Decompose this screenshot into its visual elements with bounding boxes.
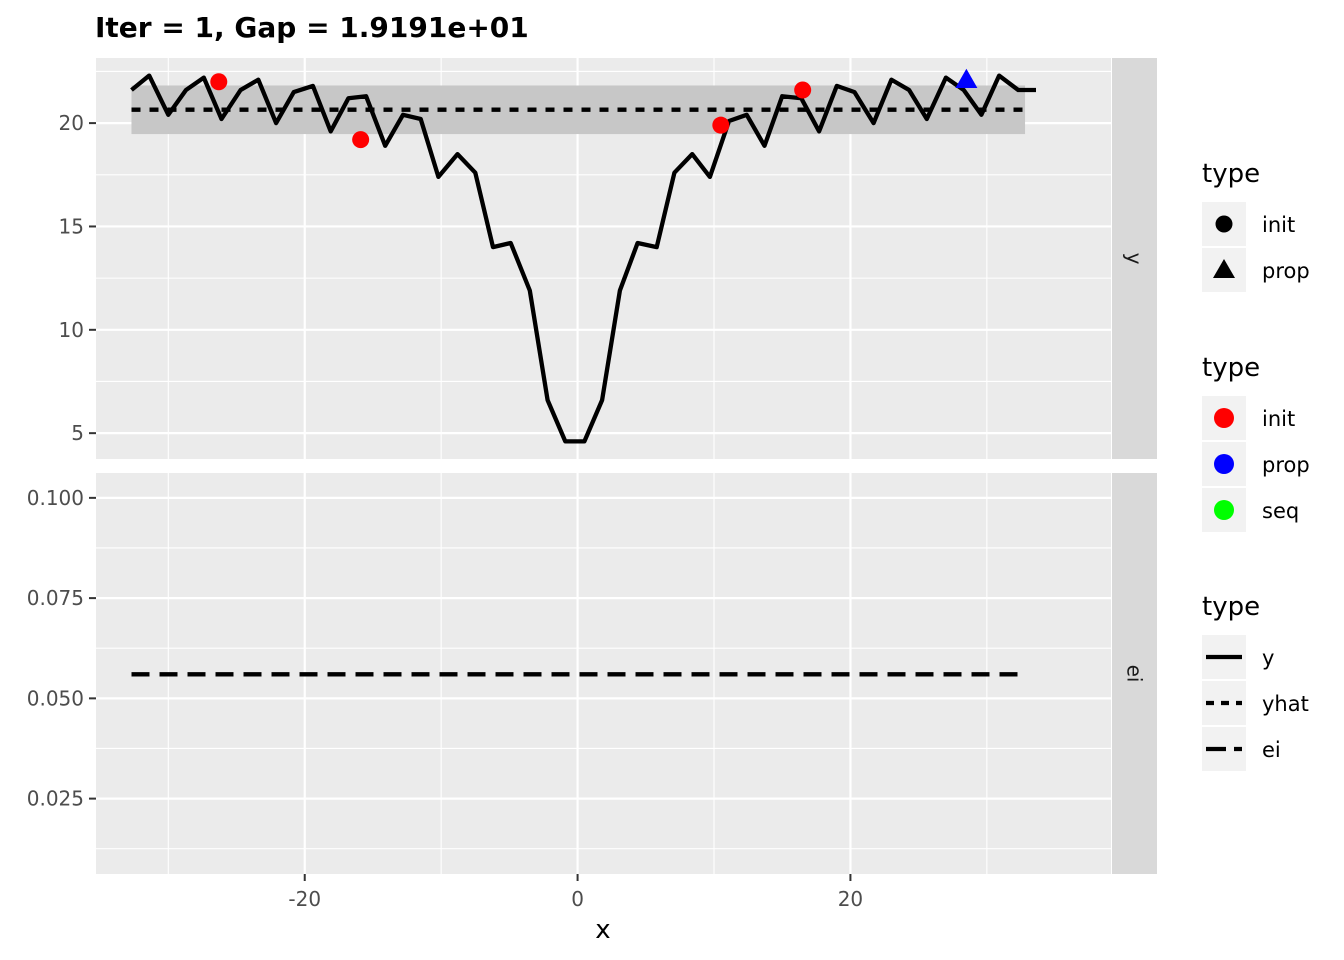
legend-title: type [1202,592,1260,622]
legend-color-symbol [1214,454,1234,474]
facet-strip [1112,58,1157,459]
data-point-init [210,73,228,91]
legend-label: prop [1262,453,1310,477]
x-axis: -20 0 20 [288,874,863,911]
legend-circle-symbol [1215,215,1233,233]
x-tick-label: -20 [288,887,321,911]
legend-label: yhat [1262,692,1309,716]
x-tick-label: 20 [838,887,863,911]
legend-color-symbol [1214,408,1234,428]
legend-title: type [1202,353,1260,383]
legend-label: seq [1262,499,1299,523]
y-tick-label: 0.100 [27,486,84,510]
legend-label: init [1262,407,1295,431]
facet-strip [1112,473,1157,874]
y-tick-label: 0.050 [27,686,84,710]
facet-strip-label: ei [1123,665,1147,683]
legend-label: ei [1262,738,1281,762]
legend-label: init [1262,213,1295,237]
panel-ei: 0.025 0.050 0.075 0.100 ei [27,473,1157,874]
x-axis-label: x [595,915,610,945]
y-tick-label: 5 [71,421,84,445]
series-y-line [130,73,1036,444]
chart-title: Iter = 1, Gap = 1.9191e+01 [95,11,529,44]
y-tick-label: 15 [59,214,84,238]
y-tick-label: 0.025 [27,787,84,811]
data-point-init [352,131,370,149]
x-tick-label: 0 [571,887,584,911]
y-tick-label: 10 [59,318,84,342]
facet-strip-label: y [1123,253,1147,265]
legend-label: y [1262,646,1274,670]
y-tick-label: 20 [59,111,84,135]
legend-label: prop [1262,259,1310,283]
data-point-init [794,81,812,99]
legend-title: type [1202,159,1260,189]
panel-y: 5 10 15 20 y [59,58,1157,459]
data-point-init [712,116,730,134]
data-point-prop [955,68,978,88]
legend-color-symbol [1214,500,1234,520]
panel-background [96,473,1111,874]
y-tick-label: 0.075 [27,586,84,610]
legend-triangle-symbol [1213,259,1235,278]
